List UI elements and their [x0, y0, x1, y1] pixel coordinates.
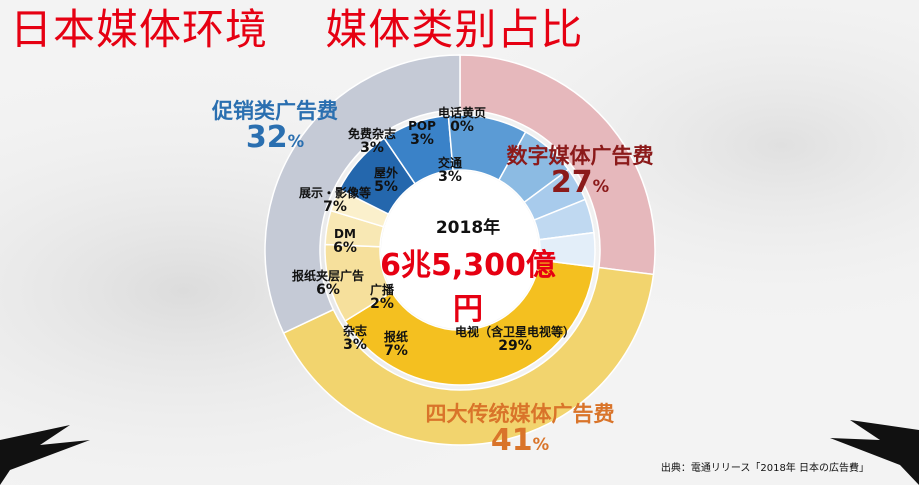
inner-label-newspaper: 报纸 7% — [383, 330, 408, 359]
donut-hole — [381, 171, 539, 329]
inner-label-radio: 广播 2% — [369, 283, 394, 312]
inner-label-dm: DM 6% — [333, 227, 357, 256]
outer-label-promotion: 促销类广告费 32% — [212, 99, 338, 156]
center-amount: 6兆5,300億円 — [380, 248, 556, 327]
outer-label-digital: 数字媒体广告费 27% — [506, 144, 654, 201]
source-note: 出典：電通リリース「2018年 日本の広告費」 — [660, 463, 869, 474]
page-title: 日本媒体环境 媒体类别占比 — [10, 5, 584, 54]
inner-label-display: 展示・影像等 7% — [298, 186, 371, 215]
inner-label-yellowpages: 电话黄页 0% — [437, 106, 486, 135]
inner-slice-0 — [344, 259, 595, 386]
inner-label-tv: 电视（含卫星电视等） 29% — [455, 325, 576, 354]
outer-slice-2 — [264, 54, 461, 335]
inner-label-outdoor: 屋外 5% — [373, 166, 398, 195]
inner-label-freepaper: 免费杂志 3% — [347, 127, 396, 156]
outer-slice-1 — [282, 266, 655, 446]
outer-label-traditional: 四大传统媒体广告费 41% — [425, 402, 615, 459]
center-total: 2018年 6兆5,300億円 — [368, 213, 568, 328]
inner-label-pop: POP 3% — [408, 119, 436, 148]
inner-label-transit: 交通 3% — [437, 156, 462, 185]
center-year: 2018年 — [435, 218, 501, 238]
inner-slice-11 — [538, 231, 596, 268]
inner-label-magazine: 杂志 3% — [342, 324, 367, 353]
inner-label-inserts: 报纸夹层广告 6% — [291, 269, 364, 298]
